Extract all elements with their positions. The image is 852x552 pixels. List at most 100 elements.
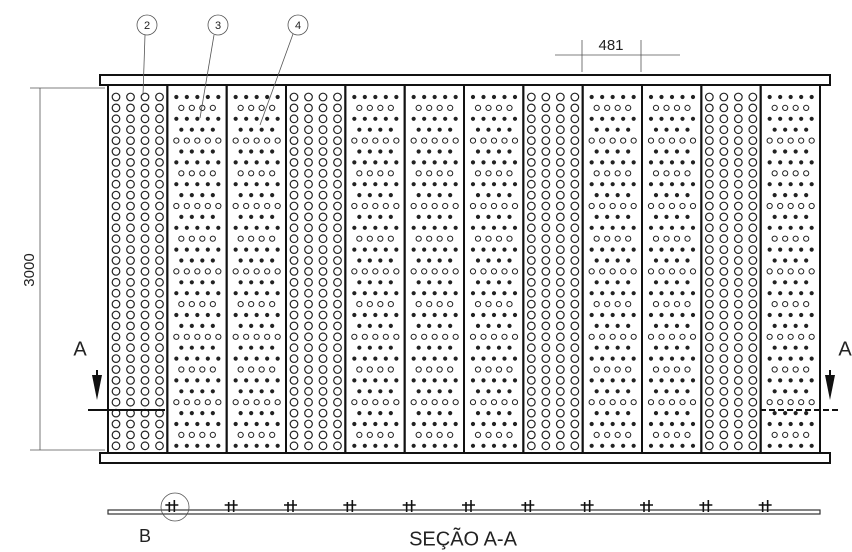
hole: [436, 431, 443, 438]
hole: [610, 116, 615, 121]
hole: [357, 258, 362, 263]
hole: [719, 277, 729, 287]
hole: [448, 411, 453, 416]
hole: [388, 193, 393, 198]
hole: [318, 147, 328, 156]
hole: [200, 345, 205, 350]
hole: [605, 127, 610, 132]
hole: [432, 182, 437, 187]
hole: [238, 323, 243, 328]
hole: [480, 202, 487, 210]
hole: [373, 160, 378, 165]
hole: [111, 343, 121, 353]
hole: [474, 366, 482, 373]
hole: [352, 378, 357, 383]
hole: [259, 389, 264, 394]
hole: [437, 280, 442, 285]
hole: [249, 280, 254, 285]
hole: [304, 157, 313, 167]
hole: [704, 343, 714, 353]
hole: [631, 225, 636, 230]
hole: [658, 202, 665, 210]
hole: [333, 386, 342, 396]
hole: [555, 419, 565, 429]
hole: [367, 389, 372, 394]
hole: [659, 291, 664, 296]
hole: [512, 247, 518, 252]
hole: [600, 116, 605, 121]
hole: [748, 103, 758, 113]
hole: [443, 225, 448, 230]
hole: [111, 223, 121, 233]
hole: [184, 356, 189, 361]
hole: [788, 443, 793, 448]
hole: [173, 268, 180, 275]
hole: [474, 301, 482, 308]
hole: [501, 202, 508, 210]
hole: [502, 356, 507, 361]
hole: [378, 345, 383, 350]
hole: [388, 258, 393, 263]
hole: [605, 323, 610, 328]
hole: [289, 234, 299, 244]
hole: [793, 280, 798, 285]
hole: [195, 443, 200, 448]
panel: [522, 84, 584, 454]
hole: [259, 345, 264, 350]
hole: [599, 268, 606, 275]
hole: [630, 268, 637, 275]
hole: [570, 92, 580, 102]
hole: [199, 235, 206, 242]
hole: [155, 223, 164, 233]
hole: [669, 356, 675, 361]
hole: [259, 193, 264, 198]
dimension-label: 481: [598, 37, 623, 54]
hole: [195, 225, 200, 230]
hole: [244, 356, 249, 361]
hole: [216, 312, 221, 318]
hole: [448, 280, 453, 285]
hole: [140, 310, 150, 320]
hole: [719, 245, 729, 255]
hole: [555, 397, 565, 407]
hole: [589, 421, 594, 427]
hole: [673, 301, 681, 308]
hole: [416, 389, 421, 394]
hole: [174, 291, 179, 296]
hole: [304, 92, 313, 102]
hole: [804, 149, 809, 154]
hole: [426, 431, 433, 438]
hole: [333, 288, 342, 298]
hole: [541, 408, 551, 418]
hole: [803, 366, 810, 373]
hole: [469, 202, 477, 210]
hole: [507, 127, 512, 132]
hole: [648, 356, 654, 361]
hole: [502, 116, 507, 121]
hole: [507, 411, 512, 416]
hole: [415, 366, 422, 373]
hole: [437, 127, 442, 132]
hole: [443, 247, 448, 252]
hole: [783, 149, 788, 154]
hole: [351, 137, 358, 144]
hole: [178, 170, 185, 177]
hole: [704, 310, 714, 320]
hole: [685, 389, 690, 394]
hole: [526, 103, 536, 113]
hole: [771, 366, 778, 373]
hole: [799, 116, 804, 121]
hole: [788, 182, 793, 187]
panels: [107, 84, 822, 454]
hole: [387, 366, 394, 373]
hole: [526, 343, 536, 353]
hole: [615, 193, 620, 198]
hole: [631, 291, 636, 296]
hole: [704, 179, 714, 189]
hole: [378, 280, 383, 285]
hole: [304, 267, 313, 276]
hole: [664, 193, 669, 198]
hole: [333, 92, 342, 102]
hole: [766, 268, 773, 275]
hole: [704, 397, 714, 407]
